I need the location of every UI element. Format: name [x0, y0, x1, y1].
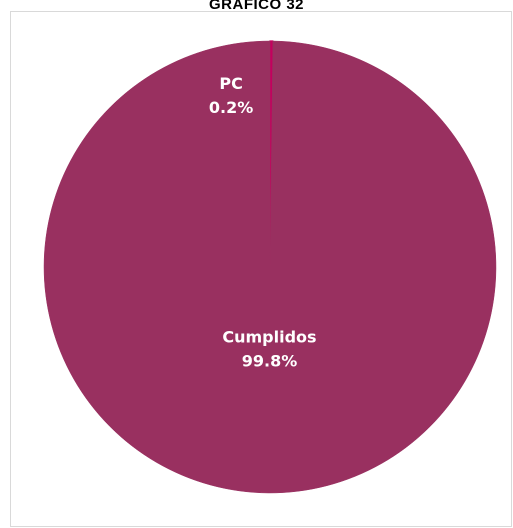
- page-title: GRÁFICO 32: [208, 0, 304, 13]
- slice-label-pc-percent: 0.2%: [209, 98, 253, 117]
- slice-label-cumplidos-category: Cumplidos: [222, 327, 316, 346]
- pie-labels: PC 0.2% Cumplidos 99.8%: [209, 74, 317, 370]
- slice-label-cumplidos-percent: 99.8%: [242, 351, 298, 370]
- pie-slice-cumplidos: [43, 40, 497, 494]
- pie-slices: [43, 40, 497, 494]
- slice-label-pc-category: PC: [219, 74, 242, 93]
